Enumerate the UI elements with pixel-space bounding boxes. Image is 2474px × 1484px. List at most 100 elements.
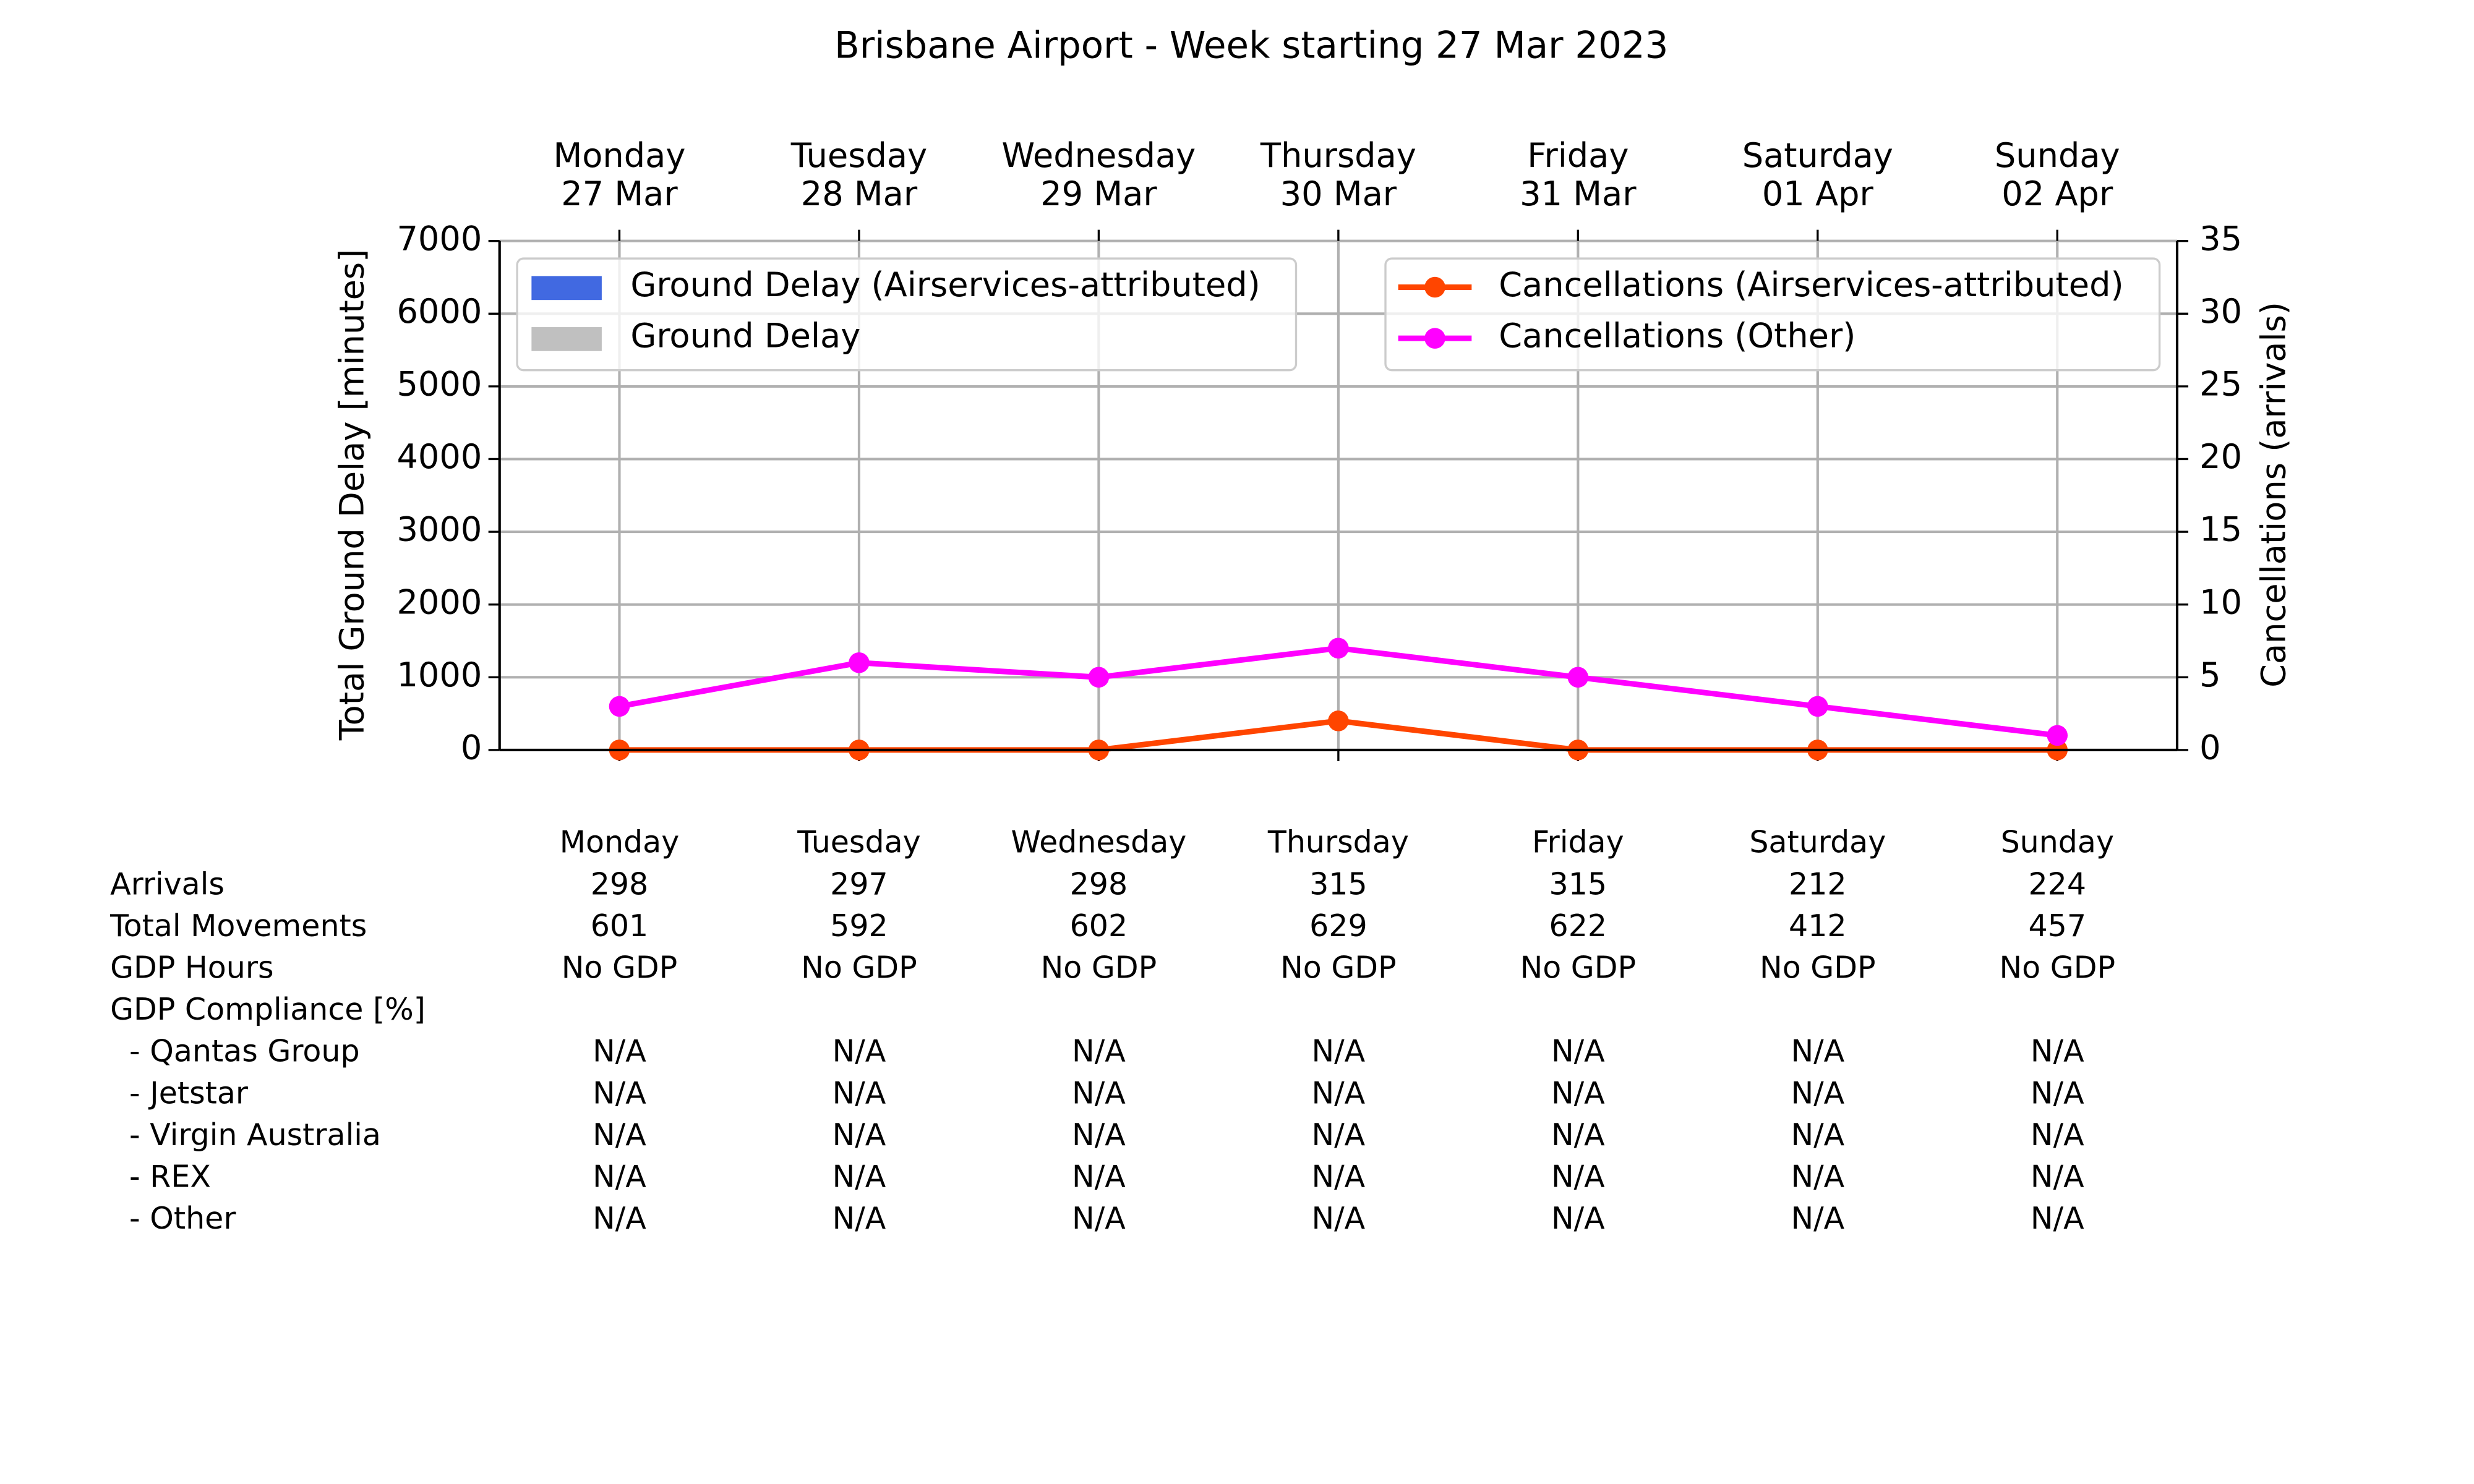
table-cell: N/A bbox=[593, 1117, 646, 1153]
marker bbox=[849, 652, 870, 673]
legend-box bbox=[1384, 257, 2161, 372]
table-cell: N/A bbox=[2031, 1200, 2084, 1236]
y2-tick-label: 0 bbox=[2199, 728, 2220, 767]
table-cell: N/A bbox=[593, 1075, 646, 1111]
table-cell: N/A bbox=[1072, 1075, 1126, 1111]
table-cell: N/A bbox=[2031, 1033, 2084, 1069]
marker bbox=[1328, 710, 1349, 731]
table-cell: 298 bbox=[591, 866, 649, 902]
table-column: Thursday bbox=[1267, 824, 1409, 860]
y2-tick-label: 35 bbox=[2199, 219, 2242, 258]
table-row-label: GDP Compliance [%] bbox=[110, 991, 426, 1027]
table-cell: N/A bbox=[1551, 1117, 1605, 1153]
legend-marker bbox=[1424, 328, 1445, 349]
table-cell: N/A bbox=[1551, 1075, 1605, 1111]
x-tick-label: Sunday bbox=[1995, 136, 2120, 175]
table-row-label: - Virgin Australia bbox=[129, 1117, 381, 1153]
marker bbox=[2047, 725, 2068, 746]
table-column: Sunday bbox=[2001, 824, 2114, 860]
table-cell: N/A bbox=[593, 1200, 646, 1236]
x-tick-label: Saturday bbox=[1742, 136, 1893, 175]
table-cell: No GDP bbox=[2000, 949, 2116, 985]
x-tick-date: 01 Apr bbox=[1762, 174, 1874, 213]
table-cell: N/A bbox=[833, 1159, 886, 1195]
table-cell: N/A bbox=[593, 1033, 646, 1069]
y-tick-label: 0 bbox=[461, 728, 482, 767]
y-tick-label: 5000 bbox=[396, 365, 482, 404]
table-cell: N/A bbox=[1312, 1033, 1366, 1069]
table-cell: 412 bbox=[1789, 908, 1847, 944]
table-cell: N/A bbox=[1551, 1033, 1605, 1069]
table-cell: N/A bbox=[1551, 1159, 1605, 1195]
y-tick-label: 6000 bbox=[396, 292, 482, 331]
table-column: Friday bbox=[1532, 824, 1624, 860]
legend-swatch bbox=[531, 327, 602, 351]
marker bbox=[1807, 696, 1828, 717]
table-cell: 315 bbox=[1549, 866, 1607, 902]
y-axis-label: Total Ground Delay [minutes] bbox=[333, 249, 372, 741]
y-tick-label: 1000 bbox=[396, 655, 482, 694]
table-cell: N/A bbox=[1791, 1159, 1844, 1195]
marker bbox=[609, 696, 630, 717]
table-cell: N/A bbox=[2031, 1159, 2084, 1195]
table-column: Tuesday bbox=[797, 824, 920, 860]
x-tick-date: 27 Mar bbox=[561, 174, 678, 213]
x-tick-label: Monday bbox=[554, 136, 686, 175]
table-cell: N/A bbox=[833, 1075, 886, 1111]
legend-label: Cancellations (Airservices-attributed) bbox=[1499, 265, 2123, 304]
table-cell: No GDP bbox=[801, 949, 917, 985]
table-cell: N/A bbox=[1312, 1159, 1366, 1195]
x-tick-date: 31 Mar bbox=[1520, 174, 1637, 213]
y-tick-label: 2000 bbox=[396, 582, 482, 621]
table-cell: N/A bbox=[593, 1159, 646, 1195]
table-cell: N/A bbox=[833, 1117, 886, 1153]
chart-title: Brisbane Airport - Week starting 27 Mar … bbox=[834, 24, 1668, 67]
table-cell: No GDP bbox=[1760, 949, 1876, 985]
marker bbox=[1567, 667, 1589, 688]
table-cell: N/A bbox=[833, 1033, 886, 1069]
table-cell: No GDP bbox=[1041, 949, 1157, 985]
table-cell: 457 bbox=[2028, 908, 2086, 944]
table-cell: No GDP bbox=[1280, 949, 1397, 985]
table-cell: N/A bbox=[1312, 1075, 1366, 1111]
x-tick-label: Tuesday bbox=[790, 136, 927, 175]
table-cell: No GDP bbox=[562, 949, 678, 985]
x-tick-date: 29 Mar bbox=[1040, 174, 1157, 213]
legend-swatch bbox=[531, 276, 602, 301]
table-cell: N/A bbox=[2031, 1075, 2084, 1111]
y-tick-label: 7000 bbox=[396, 219, 482, 258]
legend-marker bbox=[1424, 276, 1445, 298]
table-cell: 297 bbox=[830, 866, 888, 902]
y2-tick-label: 5 bbox=[2199, 655, 2220, 694]
legend-label: Ground Delay bbox=[630, 317, 860, 356]
table-cell: N/A bbox=[1791, 1033, 1844, 1069]
legend-label: Cancellations (Other) bbox=[1499, 317, 1856, 356]
table-cell: N/A bbox=[1791, 1075, 1844, 1111]
y-tick-label: 4000 bbox=[396, 437, 482, 476]
legend-label: Ground Delay (Airservices-attributed) bbox=[630, 265, 1260, 304]
y2-tick-label: 30 bbox=[2199, 292, 2242, 331]
y2-tick-label: 10 bbox=[2199, 582, 2242, 621]
x-tick-date: 30 Mar bbox=[1280, 174, 1397, 213]
table-cell: N/A bbox=[1791, 1117, 1844, 1153]
y2-tick-label: 25 bbox=[2199, 365, 2242, 404]
table-cell: N/A bbox=[1312, 1200, 1366, 1236]
table-cell: N/A bbox=[1312, 1117, 1366, 1153]
table-column: Saturday bbox=[1749, 824, 1886, 860]
table-row-label: Arrivals bbox=[110, 866, 225, 902]
table-cell: N/A bbox=[1072, 1033, 1126, 1069]
table-column: Wednesday bbox=[1011, 824, 1187, 860]
table-cell: N/A bbox=[1791, 1200, 1844, 1236]
x-tick-label: Thursday bbox=[1260, 136, 1416, 175]
table-cell: No GDP bbox=[1520, 949, 1637, 985]
table-cell: 602 bbox=[1070, 908, 1128, 944]
table-row-label: - REX bbox=[129, 1159, 211, 1195]
marker bbox=[1088, 667, 1110, 688]
y2-tick-label: 20 bbox=[2199, 437, 2242, 476]
table-row-label: - Qantas Group bbox=[129, 1033, 360, 1069]
table-cell: 298 bbox=[1070, 866, 1128, 902]
table-cell: N/A bbox=[1072, 1159, 1126, 1195]
marker bbox=[1328, 638, 1349, 659]
x-tick-label: Friday bbox=[1527, 136, 1629, 175]
